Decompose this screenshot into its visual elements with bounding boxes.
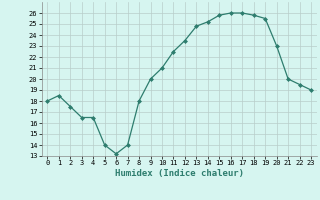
X-axis label: Humidex (Indice chaleur): Humidex (Indice chaleur) [115,169,244,178]
